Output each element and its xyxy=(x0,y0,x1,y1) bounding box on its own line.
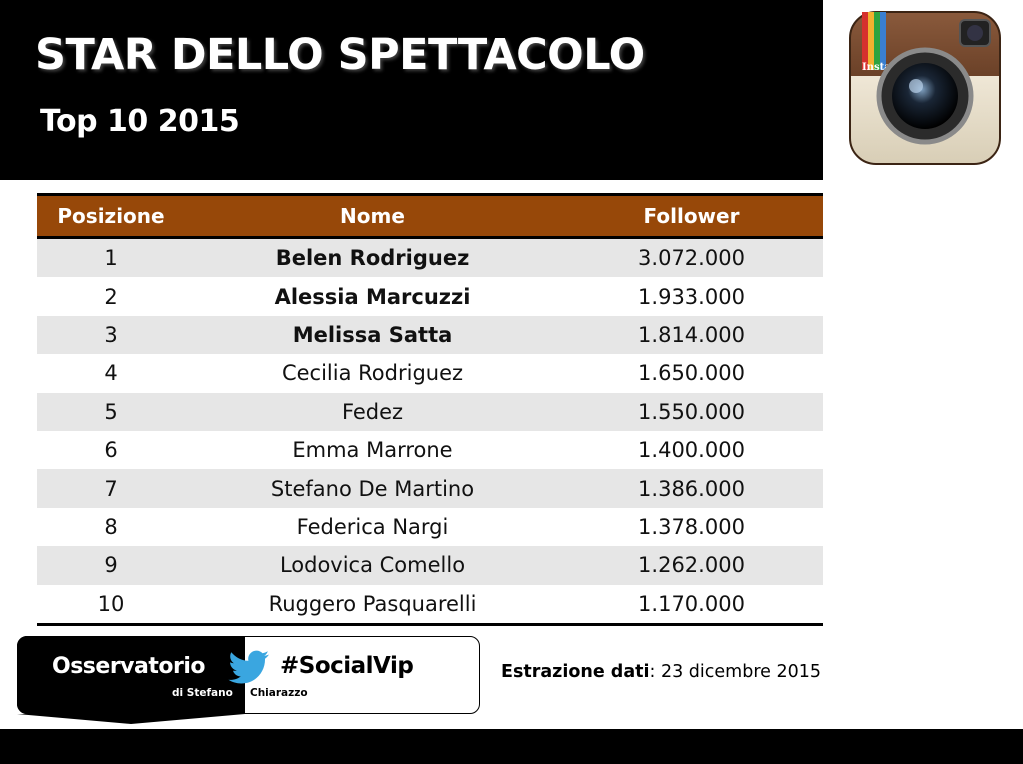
table-row: 10 Ruggero Pasquarelli 1.170.000 xyxy=(37,585,823,623)
cell-position: 2 xyxy=(104,284,118,309)
footer-brand: Osservatorio xyxy=(52,654,205,679)
table-row: 2 Alessia Marcuzzi 1.933.000 xyxy=(37,277,823,315)
table-row: 7 Stefano De Martino 1.386.000 xyxy=(37,469,823,508)
extraction-date-label: Estrazione dati xyxy=(501,662,650,682)
cell-followers: 1.378.000 xyxy=(638,514,745,539)
table-row: 9 Lodovica Comello 1.262.000 xyxy=(37,546,823,585)
table-header: Posizione Nome Follower xyxy=(37,193,823,239)
instagram-camera-icon: Insta xyxy=(849,11,1001,165)
extraction-date-value: : 23 dicembre 2015 xyxy=(649,662,821,682)
twitter-bird-icon xyxy=(228,650,269,684)
cell-name: Federica Nargi xyxy=(296,514,449,539)
cell-name: Emma Marrone xyxy=(292,438,453,463)
cell-followers: 1.400.000 xyxy=(638,438,745,463)
footer-badge-tail xyxy=(17,714,245,724)
footer-hashtag: #SocialVip xyxy=(280,653,414,679)
cell-position: 9 xyxy=(104,553,118,578)
header-name: Nome xyxy=(340,204,405,228)
table-row: 6 Emma Marrone 1.400.000 xyxy=(37,431,823,469)
header-followers: Follower xyxy=(643,204,740,228)
cell-followers: 3.072.000 xyxy=(638,246,745,271)
cell-name: Melissa Satta xyxy=(292,322,453,347)
cell-position: 6 xyxy=(104,438,118,463)
cell-followers: 1.933.000 xyxy=(638,284,745,309)
table-row: 1 Belen Rodriguez 3.072.000 xyxy=(37,239,823,278)
cell-followers: 1.550.000 xyxy=(638,399,745,424)
cell-name: Stefano De Martino xyxy=(270,476,475,501)
ranking-table: Posizione Nome Follower 1 Belen Rodrigue… xyxy=(37,193,823,626)
cell-followers: 1.650.000 xyxy=(638,361,745,386)
cell-name: Ruggero Pasquarelli xyxy=(268,591,477,616)
table-row: 8 Federica Nargi 1.378.000 xyxy=(37,508,823,546)
cell-followers: 1.170.000 xyxy=(638,591,745,616)
cell-name: Alessia Marcuzzi xyxy=(274,284,471,309)
extraction-date: Estrazione dati: 23 dicembre 2015 xyxy=(501,662,821,682)
table-row: 3 Melissa Satta 1.814.000 xyxy=(37,315,823,355)
header-banner: STAR DELLO SPETTACOLO Top 10 2015 xyxy=(0,0,823,180)
table-bottom-rule xyxy=(37,622,823,626)
cell-name: Fedez xyxy=(341,399,404,424)
cell-position: 4 xyxy=(104,361,118,386)
cell-position: 8 xyxy=(104,514,118,539)
footer-badge-black-panel xyxy=(17,636,245,714)
cell-position: 3 xyxy=(104,322,118,347)
cell-position: 10 xyxy=(97,591,125,616)
page-subtitle: Top 10 2015 xyxy=(40,104,240,139)
cell-followers: 1.262.000 xyxy=(638,553,745,578)
cell-name: Belen Rodriguez xyxy=(275,246,470,271)
cell-name: Cecilia Rodriguez xyxy=(281,361,464,386)
header-position: Posizione xyxy=(57,204,165,228)
table-row: 5 Fedez 1.550.000 xyxy=(37,392,823,431)
logo-text: Insta xyxy=(862,62,891,73)
table-row: 4 Cecilia Rodriguez 1.650.000 xyxy=(37,354,823,392)
cell-position: 1 xyxy=(104,246,118,271)
cell-name: Lodovica Comello xyxy=(279,553,466,578)
cell-position: 7 xyxy=(104,476,118,501)
cell-followers: 1.386.000 xyxy=(638,476,745,501)
footer-author-prefix: di Stefano xyxy=(172,687,233,699)
page-title: STAR DELLO SPETTACOLO xyxy=(35,30,645,80)
cell-followers: 1.814.000 xyxy=(638,322,745,347)
cell-position: 5 xyxy=(104,399,118,424)
bottom-bar xyxy=(0,729,1023,764)
footer-author-suffix: Chiarazzo xyxy=(250,687,308,699)
